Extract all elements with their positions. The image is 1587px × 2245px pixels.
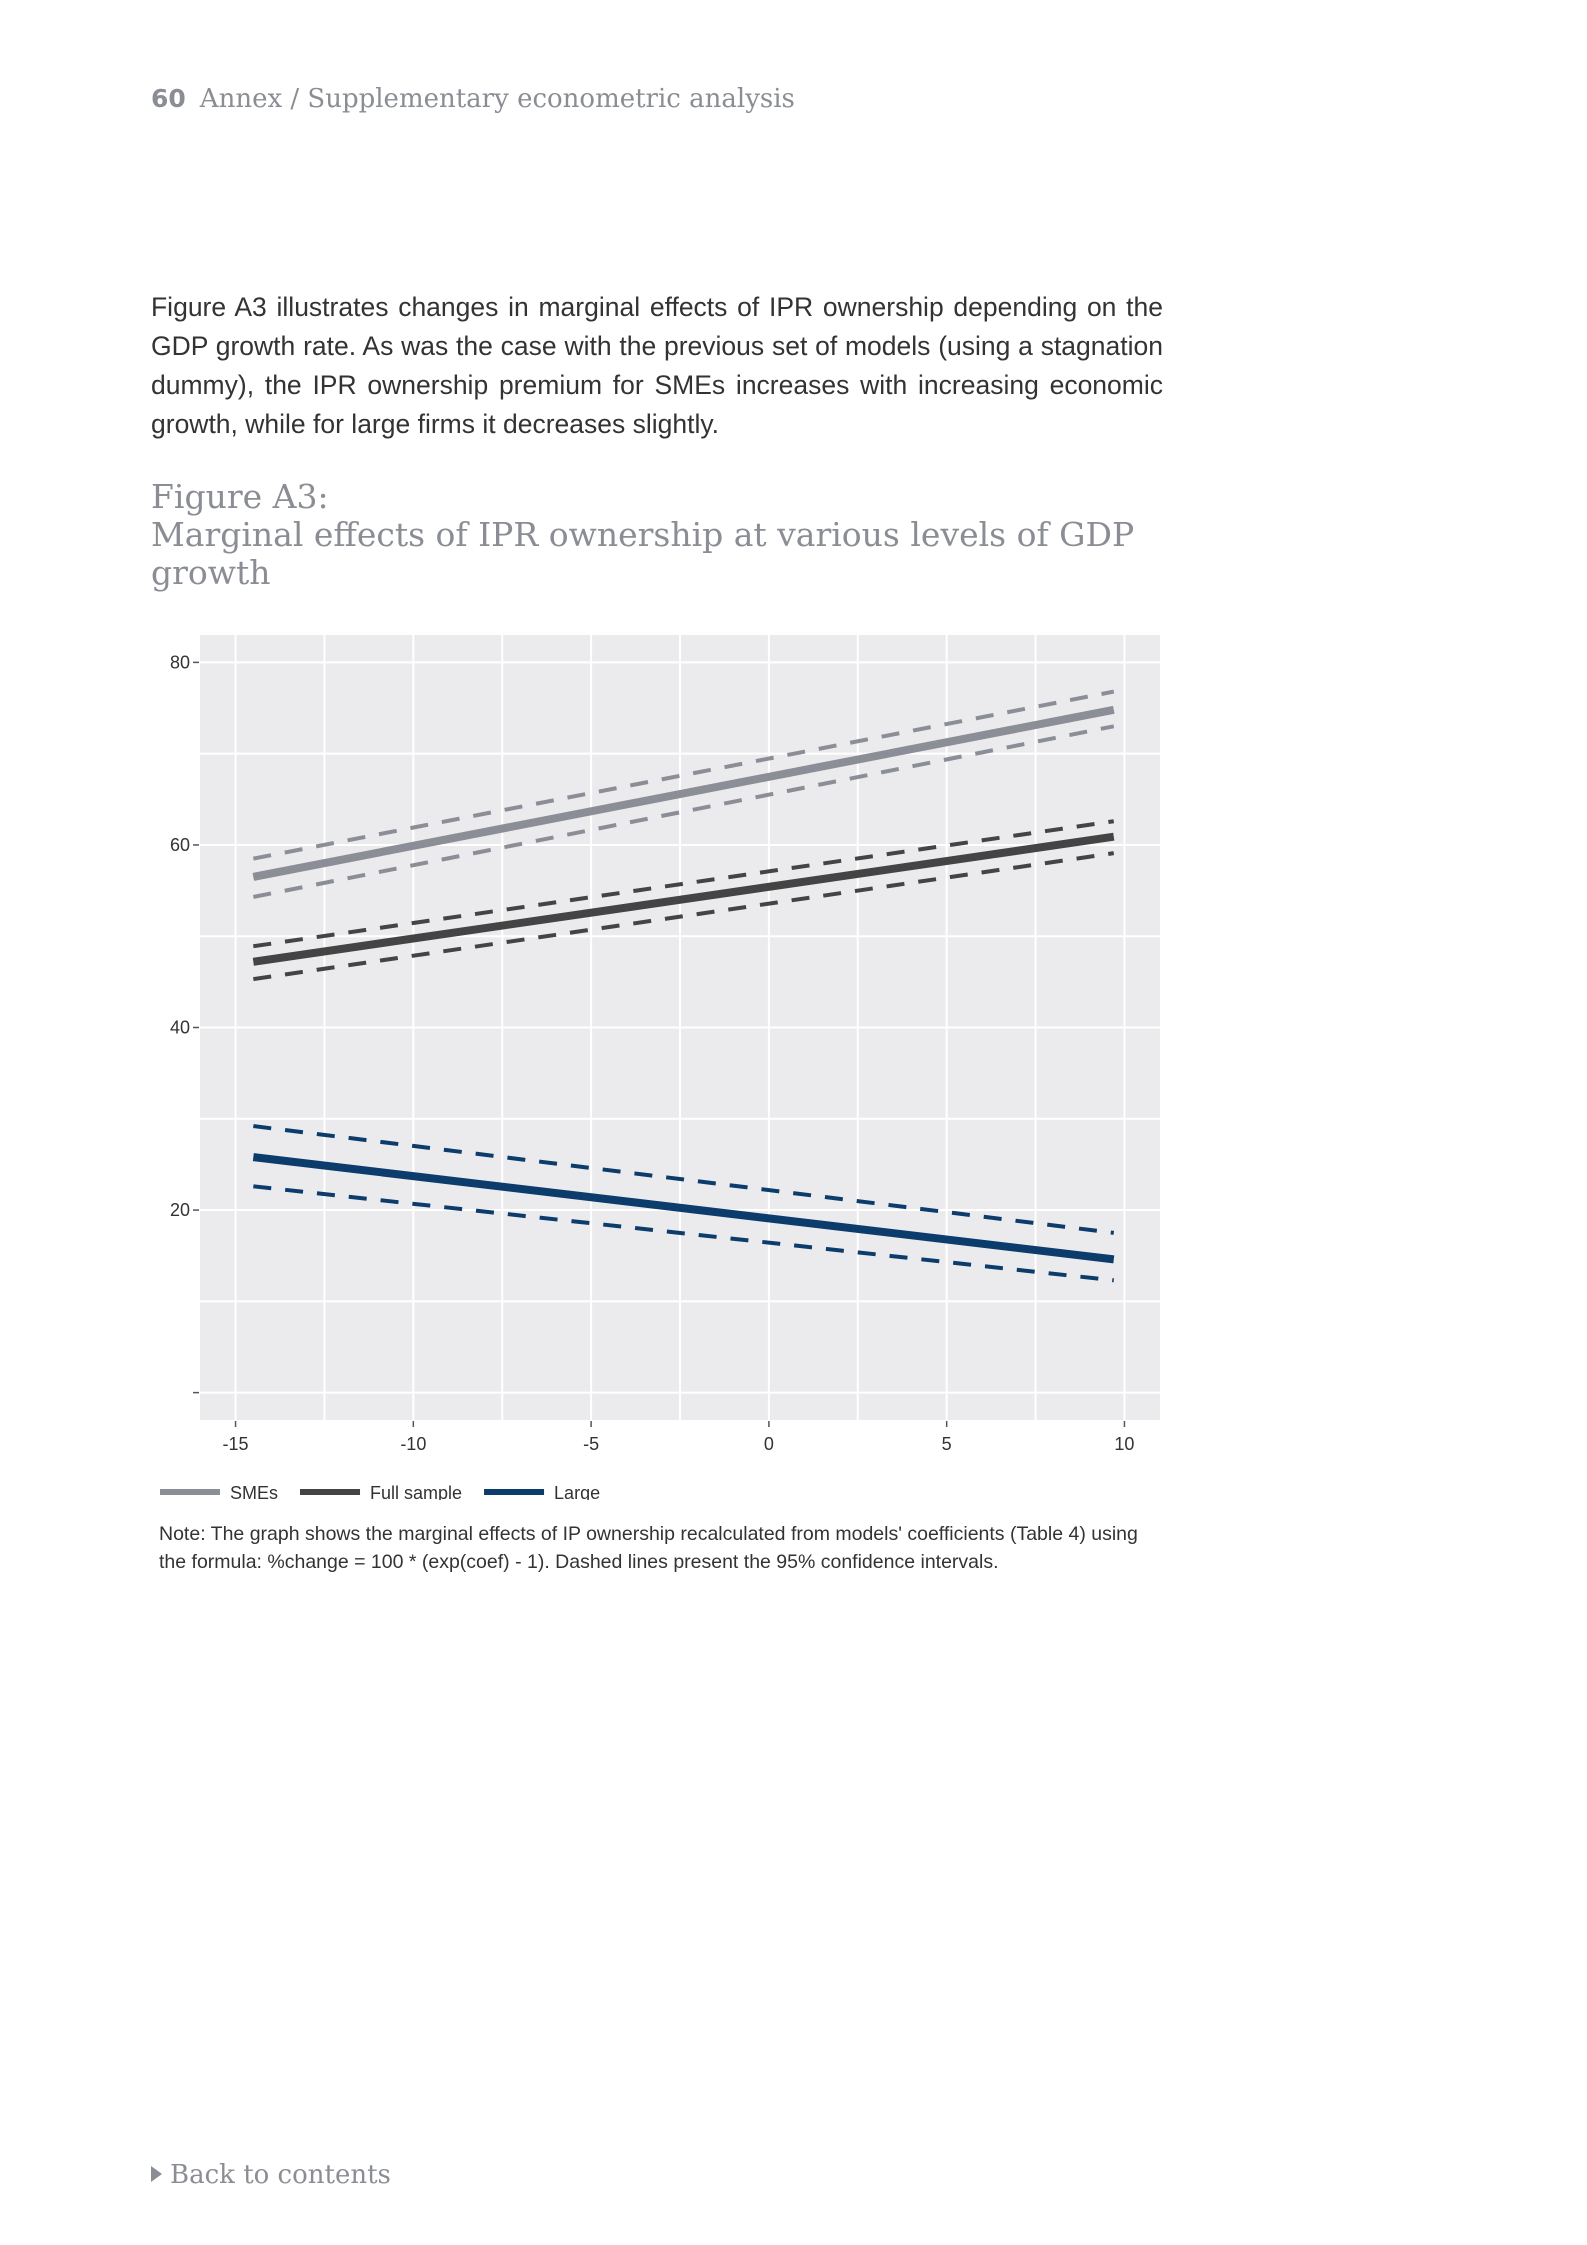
x-tick-label: -10 [400,1434,426,1454]
running-header: 60 Annex / Supplementary econometric anal… [151,84,795,114]
figure-title: Figure A3: Marginal effects of IPR owner… [151,478,1151,592]
page-number: 60 [151,84,186,113]
x-tick-label: 10 [1114,1434,1134,1454]
chart: 20 40 60 80 -15 -10 -5 0 5 10 SMEs Full sample Larg… [160,635,1160,1500]
figure-label: Figure A3: [151,477,329,516]
legend-label-large: Large [554,1483,600,1500]
ci-upper-large [253,1124,1115,1235]
ci-lower-full-sample [253,851,1115,982]
body-paragraph: Figure A3 illustrates changes in margina… [151,292,1163,439]
x-tick-label: -5 [583,1434,599,1454]
y-tick-label: 40 [170,1018,190,1038]
triangle-right-icon [151,2166,162,2182]
series-line-large [252,1153,1115,1264]
section-title: Annex / Supplementary econometric analys… [199,84,795,114]
x-tick-label: 0 [764,1434,774,1454]
ci-lower-large [253,1184,1114,1283]
y-tick-label: 60 [170,835,190,855]
back-to-contents-link[interactable]: Back to contents [151,2160,391,2190]
legend-label-full-sample: Full sample [370,1483,462,1500]
y-tick-label: 80 [170,652,190,672]
back-link-label: Back to contents [170,2160,391,2190]
ci-upper-full-sample [253,819,1115,949]
legend-label-smes: SMEs [230,1483,278,1500]
figure-caption: Marginal effects of IPR ownership at var… [151,515,1135,592]
x-tick-label: 5 [942,1434,952,1454]
series-line-full-sample [252,832,1115,966]
series-line-smes [252,705,1115,881]
y-tick-label: 20 [170,1200,190,1220]
x-tick-label: -15 [223,1434,249,1454]
figure-note: Note: The graph shows the marginal effec… [159,1523,1138,1573]
